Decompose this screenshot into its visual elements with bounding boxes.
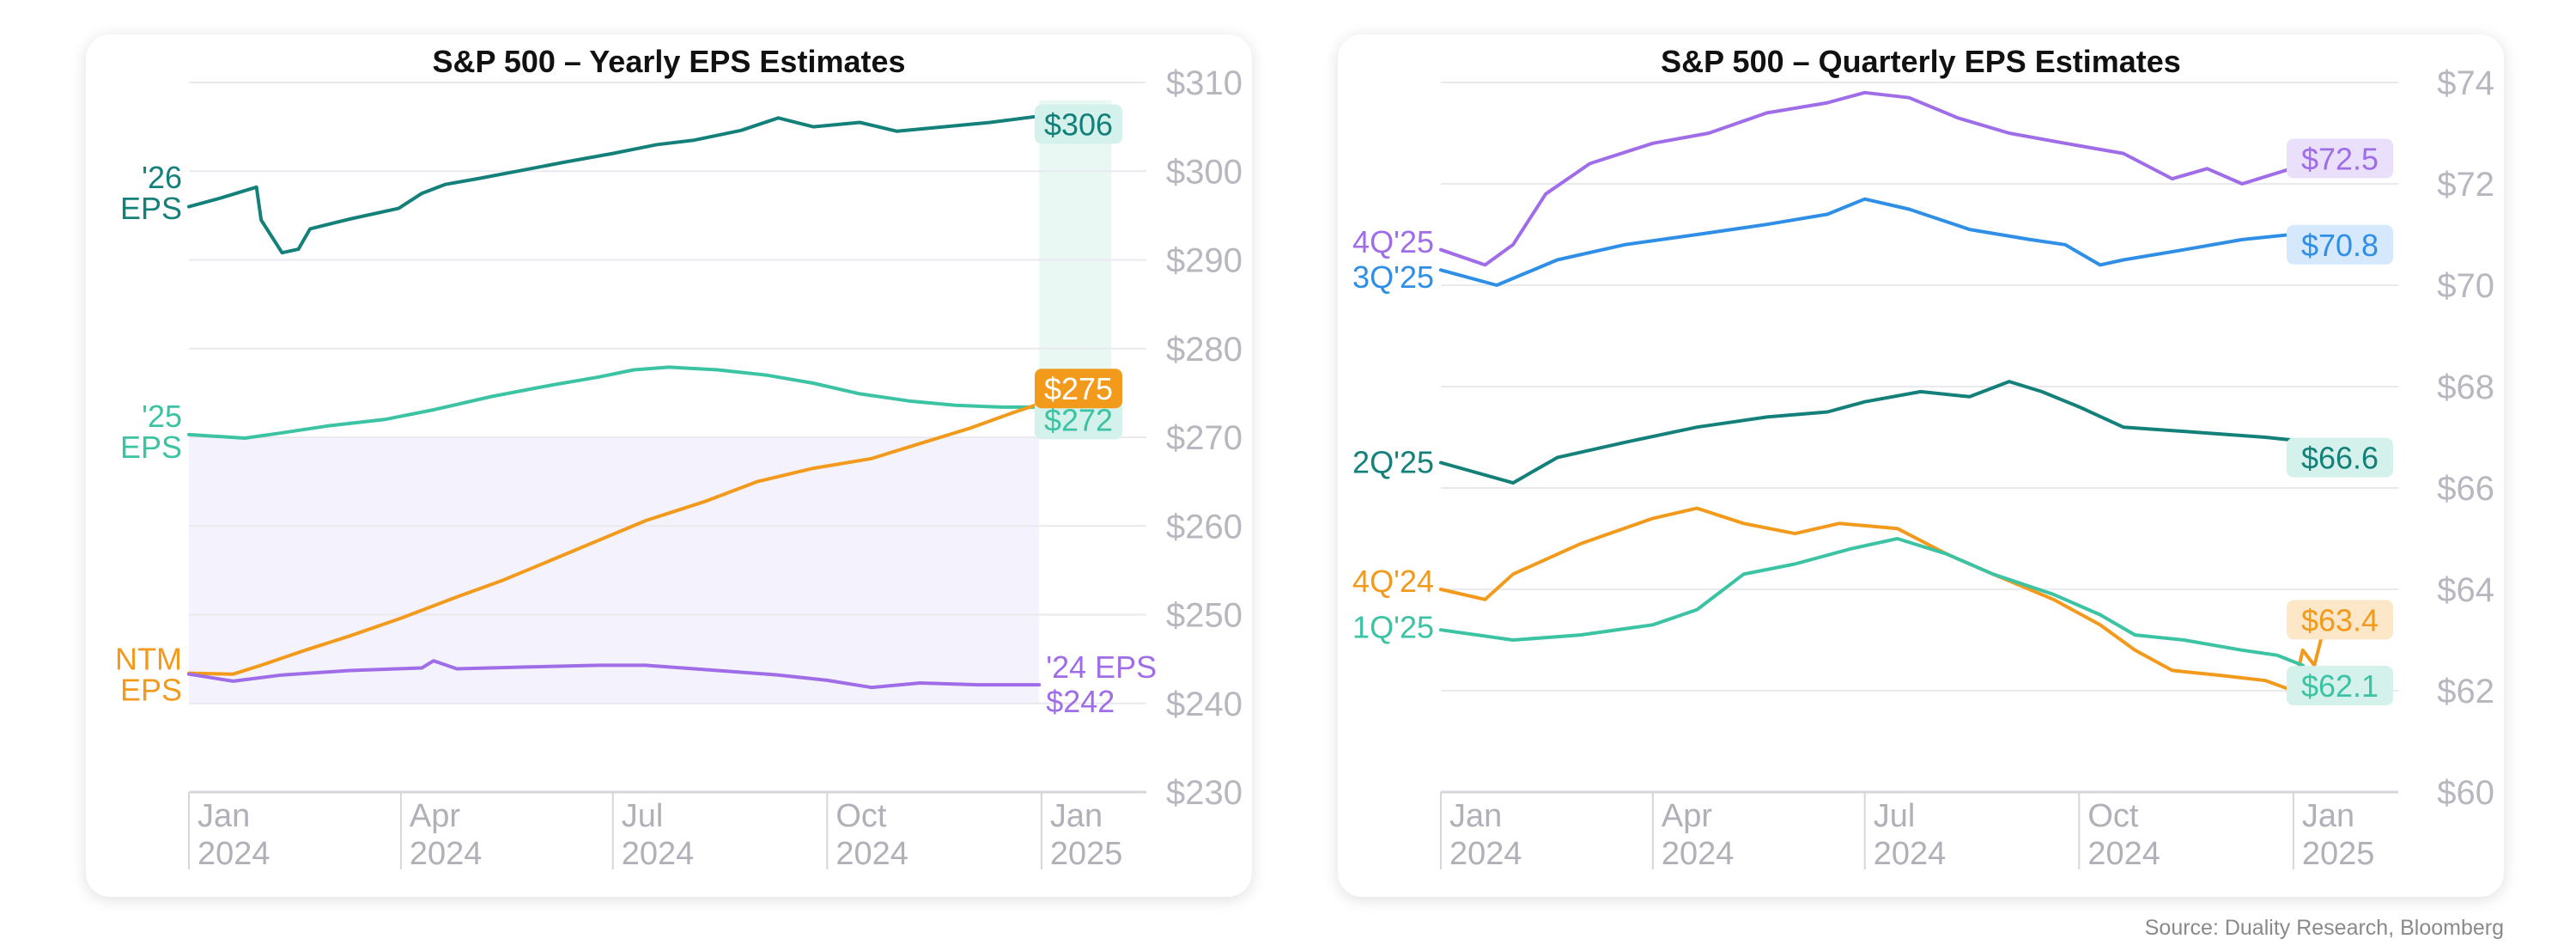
chart2-series-label-4q-25: 4Q'25 (1352, 224, 1434, 259)
chart1-series-label-24-eps: '24 EPS $242 (1046, 649, 1157, 719)
chart2-x-tick-label: Oct 2024 (2087, 798, 2160, 872)
chart2-series-label-3q-25: 3Q'25 (1352, 259, 1434, 295)
chart1-series-line-25-eps (187, 365, 1114, 440)
chart2-y-tick-label: $64 (2437, 571, 2494, 609)
chart2-end-value-4q-24: $63.4 (2301, 602, 2379, 637)
chart2-end-badge-2q-25 (2287, 437, 2393, 478)
chart2-title: S&P 500 – Quarterly EPS Estimates (1661, 44, 2181, 79)
chart2-y-tick-label: $68 (2437, 369, 2494, 406)
chart2-series-line-2q-25 (1439, 380, 2366, 485)
chart1-end-badge-ntm-eps (1035, 369, 1122, 409)
chart2-x-tick-label: Jul 2024 (1874, 798, 1947, 872)
quarterly-eps-chart-panel: $60 $62 $64 $66 $68 $70 $72 $74 Jan 2024 Apr 2024 Ju… (1338, 34, 2504, 897)
chart1-y-tick-label: $300 (1166, 153, 1242, 191)
chart2-x-tick-label: Apr 2024 (1662, 798, 1735, 872)
source-note: Source: Duality Research, Bloomberg (2144, 916, 2504, 940)
chart2-y-tick-label: $72 (2437, 166, 2494, 204)
chart2-series-line-4q-25 (1439, 90, 2366, 267)
chart2-x-tick-label: Jan 2024 (1449, 798, 1522, 872)
chart2-series-label-2q-25: 2Q'25 (1352, 445, 1434, 480)
chart1-shaded-region-1 (189, 437, 1040, 704)
chart1-y-tick-label: $230 (1166, 774, 1242, 812)
chart2-series-label-1q-25: 1Q'25 (1352, 609, 1434, 644)
chart1-end-value-26-eps: $306 (1044, 107, 1113, 143)
quarterly-eps-chart: $60 $62 $64 $66 $68 $70 $72 $74 Jan 2024 Apr 2024 Ju… (1352, 44, 2494, 872)
chart1-series-line-ntm-eps (187, 389, 1114, 676)
yearly-eps-chart-panel: $230 $240 $250 $260 $270 $280 $290 $300 $310 Jan 2… (86, 34, 1252, 897)
chart2-end-badge-4q-25 (2287, 138, 2393, 179)
chart1-x-tick-label: Jul 2024 (622, 798, 695, 872)
chart1-end-badge-25-eps (1035, 399, 1122, 440)
chart1-y-tick-label: $280 (1166, 331, 1242, 369)
chart1-y-tick-label: $260 (1166, 508, 1242, 546)
chart2-y-tick-label: $62 (2437, 673, 2494, 710)
chart2-end-value-4q-25: $72.5 (2301, 142, 2379, 177)
chart1-y-tick-label: $290 (1166, 242, 1242, 280)
chart2-end-badge-1q-25 (2287, 666, 2393, 706)
chart2-y-tick-label: $70 (2437, 267, 2494, 305)
chart1-series-line-26-eps (187, 109, 1114, 255)
chart1-y-tick-label: $310 (1166, 64, 1242, 102)
chart2-series-line-4q-24 (1439, 506, 2328, 692)
chart1-x-tick-label: Apr 2024 (410, 798, 483, 872)
chart2-series-line-3q-25 (1439, 197, 2366, 287)
chart1-x-tick-label: Oct 2024 (835, 798, 908, 872)
chart1-series-line-24-eps (187, 659, 1042, 690)
chart1-series-label-ntm-eps: NTM EPS (115, 642, 182, 708)
chart1-x-tick-label: Jan 2025 (1050, 798, 1123, 872)
chart1-series-label-25-eps: '25 EPS (120, 399, 182, 465)
chart2-series-line-1q-25 (1439, 537, 2317, 688)
chart2-y-tick-label: $60 (2437, 774, 2494, 812)
chart2-end-value-3q-25: $70.8 (2301, 228, 2379, 263)
chart2-end-value-2q-25: $66.6 (2301, 441, 2379, 476)
chart2-series-label-4q-24: 4Q'24 (1352, 564, 1434, 599)
chart1-y-tick-label: $270 (1166, 419, 1242, 457)
chart1-series-label-26-eps: '26 EPS (120, 160, 182, 226)
chart1-end-value-ntm-eps: $275 (1044, 371, 1113, 406)
chart2-x-tick-label: Jan 2025 (2302, 798, 2375, 872)
chart1-y-tick-label: $250 (1166, 597, 1242, 635)
chart1-end-badge-26-eps (1035, 104, 1122, 144)
chart2-end-value-1q-25: $62.1 (2301, 668, 2379, 704)
chart1-title: S&P 500 – Yearly EPS Estimates (432, 44, 905, 79)
yearly-eps-chart: $230 $240 $250 $260 $270 $280 $290 $300 $310 Jan 2… (115, 44, 1242, 872)
chart1-x-tick-label: Jan 2024 (197, 798, 270, 872)
chart2-end-badge-4q-24 (2287, 600, 2393, 640)
chart1-y-tick-label: $240 (1166, 686, 1242, 723)
chart2-y-tick-label: $66 (2437, 470, 2494, 508)
chart2-y-tick-label: $74 (2437, 64, 2494, 102)
chart2-end-badge-3q-25 (2287, 224, 2393, 265)
